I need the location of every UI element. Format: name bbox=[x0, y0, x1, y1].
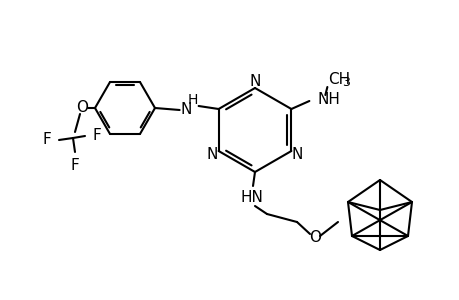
Text: F: F bbox=[92, 128, 101, 143]
Text: F: F bbox=[43, 133, 51, 148]
Text: F: F bbox=[71, 158, 79, 173]
Text: O: O bbox=[76, 100, 88, 116]
Text: H: H bbox=[187, 93, 197, 107]
Text: N: N bbox=[207, 147, 218, 162]
Text: N: N bbox=[249, 74, 260, 88]
Text: HN: HN bbox=[241, 190, 263, 206]
Text: CH: CH bbox=[328, 71, 350, 86]
Text: NH: NH bbox=[317, 92, 340, 106]
Text: N: N bbox=[291, 147, 302, 162]
Text: 3: 3 bbox=[341, 76, 349, 88]
Text: N: N bbox=[180, 101, 192, 116]
Text: O: O bbox=[308, 230, 320, 245]
